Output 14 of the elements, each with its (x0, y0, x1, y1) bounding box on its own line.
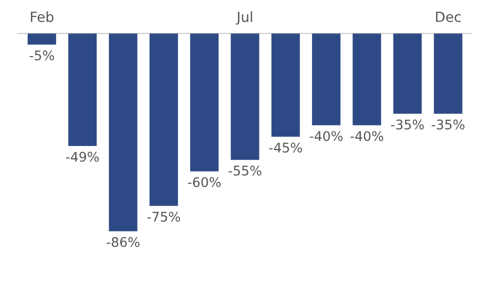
data-label: -45% (269, 142, 302, 153)
x-tick-label: Jul (236, 11, 252, 25)
data-label: -40% (350, 131, 384, 142)
x-tick-label: Dec (436, 12, 461, 22)
x-tick-label: Feb (30, 11, 54, 22)
data-label: -60% (188, 177, 221, 188)
data-label: -86% (106, 237, 140, 248)
data-label: -49% (66, 152, 99, 162)
data-label: -35% (432, 120, 464, 130)
data-label: -35% (391, 120, 424, 130)
data-label: -40% (310, 131, 343, 142)
data-label: -5% (30, 50, 54, 60)
data-label: -55% (228, 166, 262, 176)
data-label: -75% (147, 212, 180, 222)
